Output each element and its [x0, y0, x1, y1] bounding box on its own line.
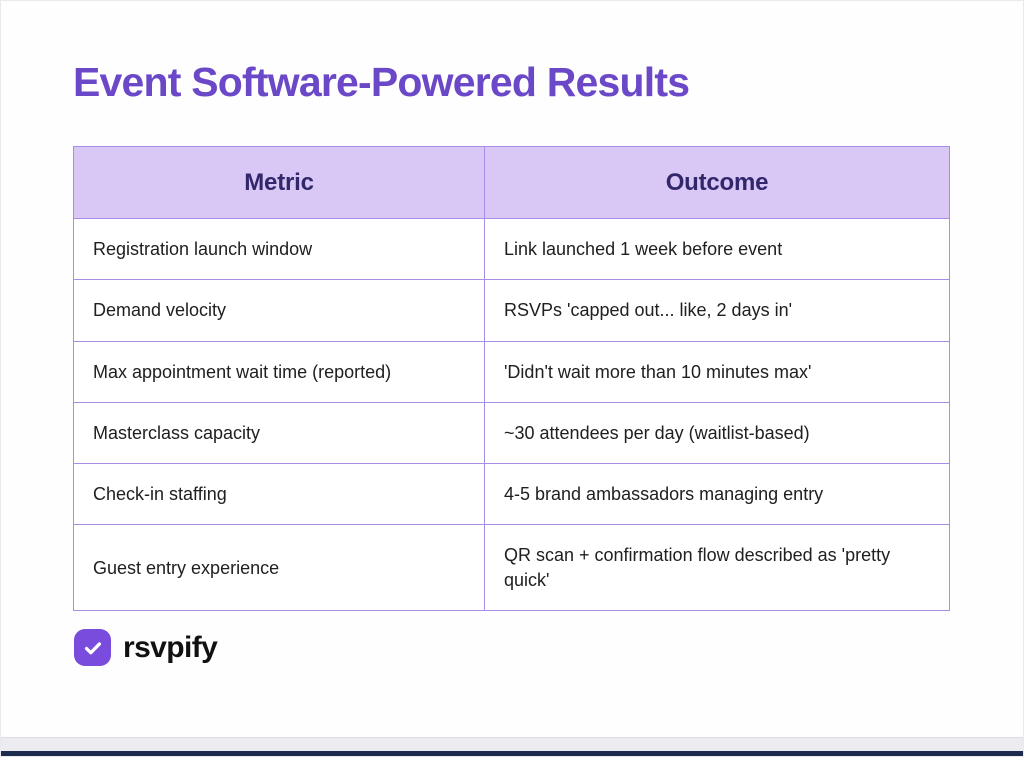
check-icon [74, 629, 111, 666]
metric-column-header: Metric [73, 146, 485, 219]
metric-cell: Demand velocity [73, 279, 485, 342]
metric-cell: Check-in staffing [73, 463, 485, 526]
table-row: Demand velocity RSVPs 'capped out... lik… [73, 279, 950, 342]
metric-cell: Guest entry experience [73, 524, 485, 612]
outcome-cell: 'Didn't wait more than 10 minutes max' [484, 340, 950, 403]
rsvpify-logo: rsvpify [74, 629, 218, 666]
metric-cell: Registration launch window [73, 217, 485, 281]
table-row: Guest entry experience QR scan + confirm… [73, 524, 950, 612]
metric-cell: Masterclass capacity [73, 401, 485, 465]
results-table: Metric Outcome Registration launch windo… [73, 146, 950, 612]
bottom-navy-line [1, 751, 1023, 756]
page-title: Event Software-Powered Results [73, 59, 690, 105]
outcome-cell: 4-5 brand ambassadors managing entry [484, 463, 950, 526]
table-header-row: Metric Outcome [73, 146, 950, 219]
table-row: Check-in staffing 4-5 brand ambassadors … [73, 463, 950, 526]
table-row: Masterclass capacity ~30 attendees per d… [73, 401, 950, 465]
table-row: Max appointment wait time (reported) 'Di… [73, 340, 950, 403]
outcome-cell: RSVPs 'capped out... like, 2 days in' [484, 279, 950, 342]
outcome-cell: QR scan + confirmation flow described as… [484, 524, 950, 612]
logo-wordmark: rsvpify [123, 630, 218, 664]
outcome-cell: Link launched 1 week before event [484, 217, 950, 281]
outcome-cell: ~30 attendees per day (waitlist-based) [484, 401, 950, 465]
outcome-column-header: Outcome [484, 146, 950, 219]
metric-cell: Max appointment wait time (reported) [73, 340, 485, 403]
table-row: Registration launch window Link launched… [73, 217, 950, 281]
bottom-gray-band [1, 737, 1023, 751]
